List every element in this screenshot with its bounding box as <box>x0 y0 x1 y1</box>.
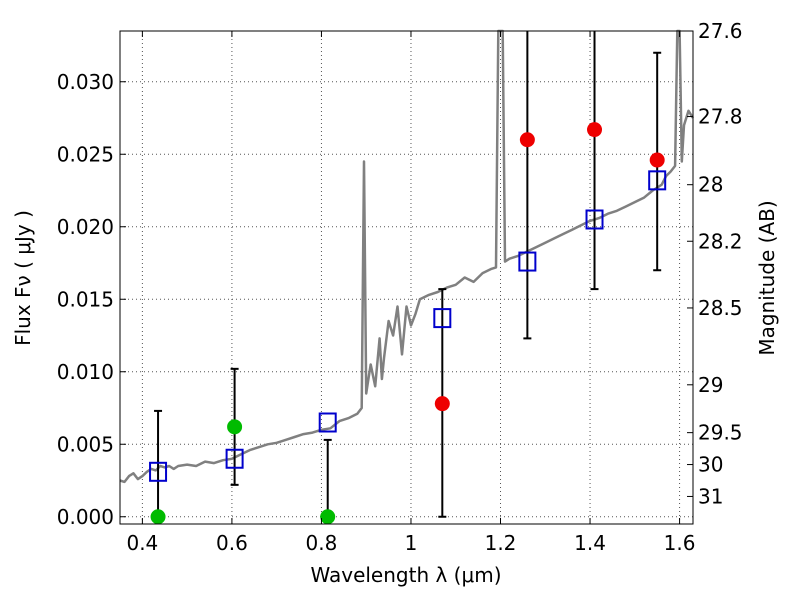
upper-limit-point <box>150 509 166 525</box>
x-tick-label: 1.2 <box>485 531 517 555</box>
x-tick-label: 0.6 <box>216 531 248 555</box>
x-tick-label: 0.8 <box>306 531 338 555</box>
plot-frame <box>119 30 694 525</box>
mag-tick-label: 30 <box>698 453 723 477</box>
y-axis-right-label: Magnitude (AB) <box>755 200 779 355</box>
detection-point <box>434 396 450 412</box>
model-photometry-square <box>518 251 537 272</box>
mag-tick-label: 28.2 <box>698 229 743 253</box>
model-photometry-square <box>225 448 244 469</box>
upper-limit-point <box>227 419 243 435</box>
mag-tick-label: 29.5 <box>698 421 743 445</box>
detection-point <box>587 122 603 138</box>
y-tick-label: 0.010 <box>57 360 114 384</box>
model-photometry-square <box>433 308 452 329</box>
model-spectrum-line <box>119 29 695 484</box>
y-tick-label: 0.000 <box>57 505 114 529</box>
markers <box>149 122 667 525</box>
y-tick-label: 0.005 <box>57 432 114 456</box>
grid <box>120 31 693 524</box>
y-tick-label: 0.030 <box>57 70 114 94</box>
y-axis-right: 27.6 27.8 28 28.2 28.5 29 29.5 30 31 <box>687 19 743 508</box>
y-tick-label: 0.025 <box>57 142 114 166</box>
y-axis-left: 0.000 0.005 0.010 0.015 0.020 0.025 0.030 <box>57 70 126 529</box>
mag-tick-label: 28 <box>698 173 723 197</box>
mag-tick-label: 27.6 <box>698 19 743 43</box>
detection-point <box>649 152 665 168</box>
upper-limit-point <box>320 509 336 525</box>
error-bars <box>154 31 662 518</box>
mag-tick-label: 27.8 <box>698 105 743 129</box>
model-photometry-square <box>648 170 667 191</box>
y-tick-label: 0.015 <box>57 287 114 311</box>
x-axis: 0.4 0.6 0.8 1 1.2 1.4 1.6 <box>126 31 695 555</box>
mag-tick-label: 28.5 <box>698 296 743 320</box>
model-photometry-square <box>318 412 337 433</box>
model-spectrum <box>119 29 695 484</box>
y-tick-label: 0.020 <box>57 215 114 239</box>
x-axis-label: Wavelength λ (μm) <box>310 563 501 587</box>
x-tick-label: 1 <box>405 531 418 555</box>
x-tick-label: 1.4 <box>574 531 606 555</box>
x-tick-label: 0.4 <box>126 531 158 555</box>
mag-tick-label: 31 <box>698 484 723 508</box>
model-photometry-square <box>149 461 168 482</box>
mag-tick-label: 29 <box>698 373 723 397</box>
model-photometry-square <box>585 209 604 230</box>
detection-point <box>519 132 535 148</box>
y-axis-label: Flux Fν ( μJy ) <box>11 210 35 346</box>
x-tick-label: 1.6 <box>664 531 696 555</box>
